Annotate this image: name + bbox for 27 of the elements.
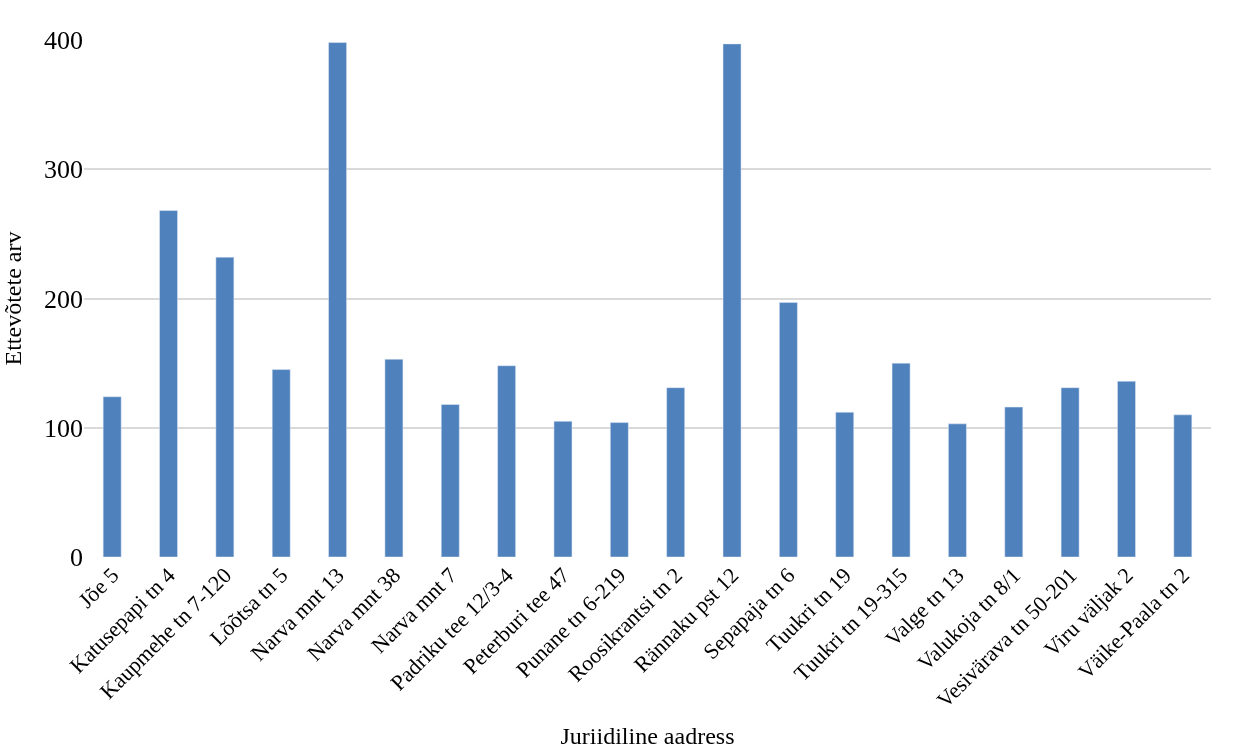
bar xyxy=(384,359,404,557)
bar xyxy=(835,411,854,557)
bar xyxy=(497,365,516,557)
bar xyxy=(948,423,967,557)
bar xyxy=(271,369,291,557)
y-tick-label: 100 xyxy=(44,413,83,443)
y-tick-label: 0 xyxy=(70,543,83,573)
bar xyxy=(722,43,742,557)
bar xyxy=(215,256,235,557)
bar xyxy=(1004,406,1024,557)
bar xyxy=(441,404,460,557)
bar xyxy=(159,210,178,557)
x-axis-title: Juriidiline aadress xyxy=(560,722,735,749)
y-tick-label: 300 xyxy=(44,155,83,185)
bar xyxy=(891,362,911,557)
y-tick-label: 400 xyxy=(44,26,83,56)
bar xyxy=(666,387,685,557)
bar xyxy=(553,421,573,557)
bar xyxy=(102,396,122,557)
bar xyxy=(328,42,347,557)
y-tick-label: 200 xyxy=(44,284,83,314)
bar xyxy=(1117,380,1136,557)
bar xyxy=(779,302,798,557)
bar xyxy=(1060,387,1080,557)
y-axis-title: Ettevõtete arv xyxy=(0,231,27,366)
bar xyxy=(1173,414,1193,557)
bar xyxy=(610,422,629,557)
